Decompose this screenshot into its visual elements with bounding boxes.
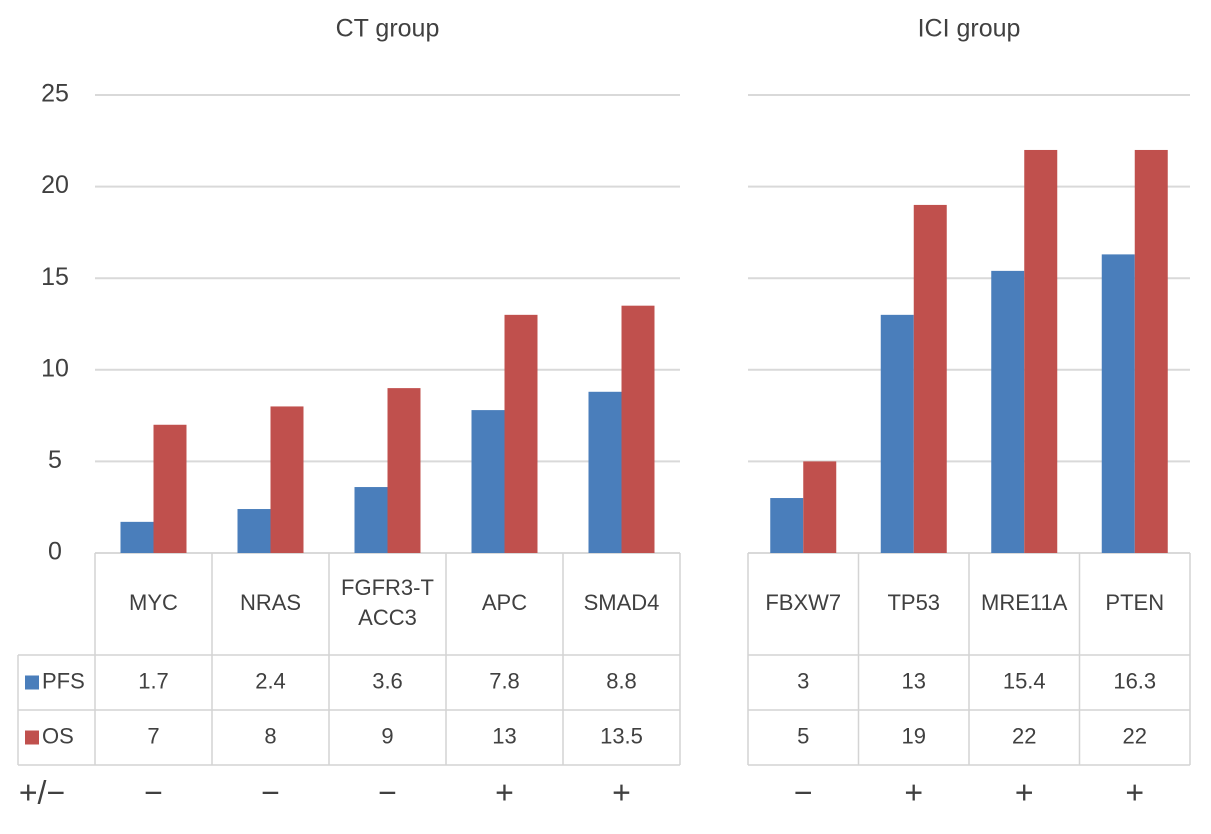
legend-swatch: [25, 730, 39, 745]
table-value: 22: [1123, 723, 1147, 748]
bar: [471, 410, 505, 553]
bar: [387, 388, 421, 553]
table-value: 7: [147, 723, 159, 748]
sign: −: [144, 774, 163, 810]
bar: [770, 498, 804, 553]
bar: [270, 406, 304, 553]
y-tick-label: 5: [48, 446, 62, 474]
bar: [1024, 149, 1058, 553]
table-value: 3: [797, 668, 809, 693]
bar: [153, 424, 187, 553]
category-label: MYC: [129, 590, 178, 615]
bar: [991, 270, 1025, 553]
sign: +: [495, 774, 514, 810]
sign: +: [1015, 774, 1034, 810]
table-value: 3.6: [372, 668, 403, 693]
table-value: 19: [902, 723, 926, 748]
sign: +: [904, 774, 923, 810]
category-label: APC: [482, 590, 527, 615]
category-label: NRAS: [240, 590, 301, 615]
bar: [1101, 254, 1135, 553]
bar: [120, 521, 154, 553]
table-value: 16.3: [1113, 668, 1156, 693]
sign: +: [1125, 774, 1144, 810]
table-value: 22: [1012, 723, 1036, 748]
chart-title: ICI group: [918, 15, 1021, 43]
bar: [621, 305, 655, 553]
table-value: 8: [264, 723, 276, 748]
legend-label: OS: [42, 723, 74, 748]
table-value: 7.8: [489, 668, 520, 693]
bar: [913, 204, 947, 554]
y-tick-label: 0: [48, 538, 62, 566]
category-label: TP53: [887, 590, 940, 615]
sign: +: [612, 774, 631, 810]
bar: [1134, 149, 1168, 553]
table-value: 13: [902, 668, 926, 693]
bar: [588, 391, 622, 553]
category-label: SMAD4: [584, 590, 660, 615]
table-value: 9: [381, 723, 393, 748]
chart-title: CT group: [336, 15, 440, 43]
sign: −: [794, 774, 813, 810]
bar: [237, 509, 271, 553]
category-label: FGFR3-T ACC3: [341, 575, 434, 630]
table-value: 1.7: [138, 668, 169, 693]
y-tick-label: 15: [41, 263, 69, 291]
table-value: 13.5: [600, 723, 643, 748]
category-label: FBXW7: [765, 590, 841, 615]
sign: −: [261, 774, 280, 810]
category-label: MRE11A: [981, 590, 1068, 615]
bar: [354, 487, 388, 553]
legend-swatch: [25, 675, 39, 690]
table-value: 2.4: [255, 668, 286, 693]
table-value: 15.4: [1003, 668, 1046, 693]
table-value: 13: [492, 723, 516, 748]
y-tick-label: 20: [41, 171, 69, 199]
y-tick-label: 10: [41, 354, 69, 382]
y-tick-label: 25: [41, 80, 69, 108]
bar: [803, 461, 837, 553]
sign: −: [378, 774, 397, 810]
category-label: PTEN: [1105, 590, 1164, 615]
table-value: 5: [797, 723, 809, 748]
signs-label: +/−: [19, 774, 65, 810]
bar: [504, 314, 538, 553]
bar: [880, 314, 914, 553]
legend-label: PFS: [42, 668, 85, 693]
table-value: 8.8: [606, 668, 637, 693]
